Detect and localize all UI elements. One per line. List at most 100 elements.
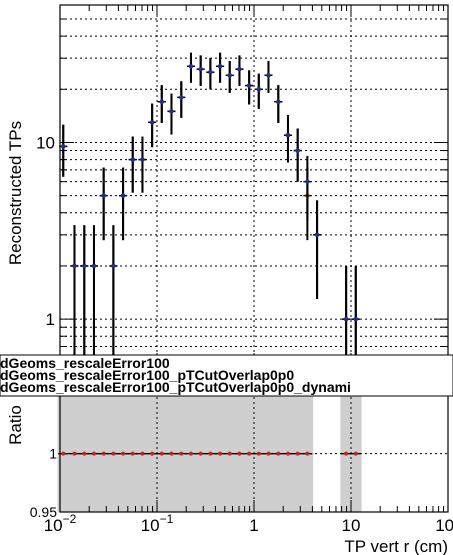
ratio-data-point: [266, 451, 271, 456]
ratio-error-band: [252, 372, 265, 512]
ratio-data-point: [179, 451, 184, 456]
ratio-y-tick-label: 0.95: [30, 504, 57, 520]
ratio-data-point: [344, 451, 349, 456]
ratio-data-point: [285, 451, 290, 456]
main-data-point: [217, 64, 223, 69]
ratio-data-point: [247, 451, 252, 456]
ratio-error-band: [57, 372, 70, 512]
main-data-point: [208, 69, 213, 75]
legend-entry: dGeoms_rescaleError100_pTCutOverlap0p0: [0, 367, 294, 383]
ratio-error-band: [301, 372, 314, 512]
ratio-error-band: [175, 372, 188, 512]
ratio-data-point: [150, 451, 155, 456]
legend-entry: dGeoms_rescaleError100_pTCutOverlap0p0_d…: [0, 379, 351, 395]
main-y-axis-label: Reconstructed TPs: [6, 121, 25, 265]
ratio-x-tick-label: 1: [249, 516, 258, 535]
ratio-data-point: [61, 451, 66, 456]
ratio-data-point: [198, 451, 203, 456]
ratio-x-tick-label: 10−2: [44, 512, 77, 535]
ratio-data-point: [140, 451, 145, 456]
ratio-data-point: [237, 451, 242, 456]
main-data-point: [314, 232, 320, 238]
main-data-point: [227, 73, 232, 78]
ratio-error-band: [155, 372, 168, 512]
ratio-x-tick-label: 102: [435, 512, 453, 535]
ratio-data-point: [295, 451, 300, 456]
ratio-error-band: [340, 372, 352, 512]
ratio-data-point: [82, 451, 87, 456]
ratio-error-band: [233, 372, 246, 512]
main-data-point: [256, 87, 261, 92]
ratio-y-tick-labels: 0.95 1: [30, 446, 57, 520]
ratio-error-band: [136, 372, 149, 512]
ratio-error-band: [282, 372, 294, 512]
ratio-data-point: [227, 451, 232, 456]
main-data-point: [130, 157, 135, 162]
ratio-x-tick-labels: 10−2 10−1 1 10 102: [44, 512, 453, 535]
ratio-error-band: [88, 372, 100, 512]
legend-box: [0, 354, 453, 397]
ratio-data-point: [188, 451, 193, 456]
ratio-data-point: [159, 451, 164, 456]
ratio-data-marks: [58, 451, 361, 456]
main-data-point: [343, 316, 349, 322]
main-data-point: [179, 95, 184, 100]
ratio-data-point: [256, 451, 261, 456]
ratio-error-band: [194, 372, 207, 512]
ratio-error-band: [272, 372, 285, 512]
ratio-x-tick-label: 10−1: [141, 512, 174, 535]
ratio-axis-ticks: [59, 453, 449, 513]
ratio-error-band: [165, 372, 178, 512]
ratio-error-band: [204, 372, 217, 512]
ratio-error-band: [223, 372, 236, 512]
ratio-data-point: [218, 451, 223, 456]
ratio-error-bands: [57, 372, 362, 512]
main-data-point: [246, 83, 252, 88]
ratio-data-point: [130, 451, 135, 456]
ratio-x-axis-label: TP vert r (cm): [344, 537, 448, 555]
ratio-error-band: [243, 372, 255, 512]
main-data-point: [285, 132, 291, 138]
ratio-data-point: [121, 451, 126, 456]
ratio-data-point: [276, 451, 281, 456]
ratio-error-band: [262, 372, 275, 512]
ratio-error-band: [97, 372, 110, 512]
main-y-tick-label: 1: [46, 310, 55, 329]
ratio-data-point: [169, 451, 174, 456]
main-data-point: [140, 157, 145, 162]
main-data-point: [82, 263, 87, 269]
ratio-error-band: [78, 372, 91, 512]
main-data-point: [266, 73, 271, 78]
main-data-point: [120, 193, 126, 198]
ratio-error-band: [291, 372, 304, 512]
ratio-x-tick-label: 10: [342, 516, 361, 535]
ratio-data-point: [101, 451, 106, 456]
main-data-point: [295, 148, 300, 153]
main-data-point: [101, 193, 106, 198]
ratio-error-band: [146, 372, 158, 512]
main-data-point: [149, 120, 155, 125]
main-y-tick-labels: 1 10: [36, 133, 55, 329]
ratio-error-band: [107, 372, 120, 512]
main-data-point: [198, 66, 203, 72]
main-data-point: [237, 66, 242, 72]
ratio-error-band: [126, 372, 139, 512]
main-data-point: [353, 316, 358, 322]
ratio-y-tick-label: 1: [49, 446, 57, 462]
main-data-point: [276, 99, 281, 104]
main-data-point: [188, 64, 194, 69]
main-data-point: [91, 263, 97, 269]
ratio-y-axis-label: Ratio: [6, 405, 25, 445]
main-data-point: [305, 179, 310, 184]
ratio-error-band: [214, 372, 226, 512]
main-data-point: [111, 263, 116, 269]
ratio-error-band: [68, 372, 81, 512]
ratio-data-point: [353, 451, 358, 456]
ratio-data-point: [72, 451, 77, 456]
main-y-tick-label: 10: [36, 133, 55, 152]
ratio-data-point: [111, 451, 116, 456]
main-data-point: [61, 144, 66, 149]
legend: dGeoms_rescaleError100 dGeoms_rescaleErr…: [0, 354, 453, 397]
main-data-point: [169, 109, 174, 114]
